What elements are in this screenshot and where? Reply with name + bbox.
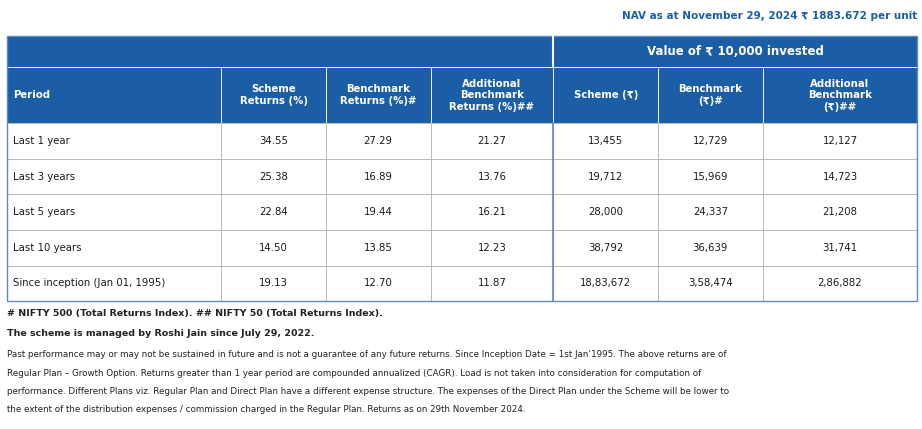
Text: 12,729: 12,729: [692, 136, 728, 146]
Bar: [221, 194, 325, 230]
Text: 15,969: 15,969: [692, 172, 728, 181]
Text: the extent of the distribution expenses / commission charged in the Regular Plan: the extent of the distribution expenses …: [7, 405, 526, 414]
Bar: [553, 230, 658, 266]
Bar: [431, 159, 553, 194]
Text: NAV as at November 29, 2024 ₹ 1883.672 per unit: NAV as at November 29, 2024 ₹ 1883.672 p…: [622, 11, 917, 21]
Text: # NIFTY 500 (Total Returns Index). ## NIFTY 50 (Total Returns Index).: # NIFTY 500 (Total Returns Index). ## NI…: [7, 309, 384, 318]
Text: Last 10 years: Last 10 years: [13, 243, 81, 253]
Text: Scheme
Returns (%): Scheme Returns (%): [240, 85, 308, 106]
Bar: [658, 67, 762, 123]
Text: 19.13: 19.13: [259, 278, 288, 288]
Bar: [221, 67, 325, 123]
Bar: [658, 194, 762, 230]
Bar: [325, 123, 431, 159]
Bar: [553, 194, 658, 230]
Text: 16.21: 16.21: [478, 207, 506, 217]
Text: 25.38: 25.38: [259, 172, 288, 181]
Text: 24,337: 24,337: [692, 207, 728, 217]
Bar: [7, 67, 221, 123]
Bar: [553, 266, 658, 301]
Text: 12.23: 12.23: [478, 243, 506, 253]
Bar: [325, 194, 431, 230]
Bar: [431, 266, 553, 301]
Text: 19.44: 19.44: [364, 207, 393, 217]
Text: 31,741: 31,741: [822, 243, 857, 253]
Bar: [553, 67, 658, 123]
Bar: [221, 230, 325, 266]
Bar: [762, 230, 917, 266]
Text: Benchmark
Returns (%)#: Benchmark Returns (%)#: [340, 85, 417, 106]
Text: performance. Different Plans viz. Regular Plan and Direct Plan have a different : performance. Different Plans viz. Regula…: [7, 387, 729, 396]
Text: 13,455: 13,455: [588, 136, 623, 146]
Bar: [658, 159, 762, 194]
Text: 18,83,672: 18,83,672: [580, 278, 632, 288]
Text: Value of ₹ 10,000 invested: Value of ₹ 10,000 invested: [647, 45, 824, 58]
Bar: [553, 36, 917, 67]
Bar: [7, 194, 221, 230]
Bar: [553, 159, 658, 194]
Text: 28,000: 28,000: [588, 207, 623, 217]
Text: 22.84: 22.84: [259, 207, 288, 217]
Bar: [221, 123, 325, 159]
Text: 16.89: 16.89: [363, 172, 393, 181]
Bar: [431, 67, 553, 123]
Text: 3,58,474: 3,58,474: [688, 278, 733, 288]
Text: Last 5 years: Last 5 years: [13, 207, 76, 217]
Text: 14.50: 14.50: [259, 243, 288, 253]
Bar: [7, 123, 221, 159]
Bar: [762, 266, 917, 301]
Text: 21,208: 21,208: [822, 207, 857, 217]
Bar: [762, 194, 917, 230]
Bar: [431, 123, 553, 159]
Bar: [325, 159, 431, 194]
Text: Past performance may or may not be sustained in future and is not a guarantee of: Past performance may or may not be susta…: [7, 350, 727, 359]
Text: 13.85: 13.85: [364, 243, 393, 253]
Bar: [7, 36, 553, 67]
Bar: [762, 67, 917, 123]
Text: Last 3 years: Last 3 years: [13, 172, 75, 181]
Text: 38,792: 38,792: [588, 243, 623, 253]
Text: Regular Plan – Growth Option. Returns greater than 1 year period are compounded : Regular Plan – Growth Option. Returns gr…: [7, 369, 702, 378]
Text: 34.55: 34.55: [259, 136, 288, 146]
Bar: [658, 230, 762, 266]
Text: 19,712: 19,712: [588, 172, 623, 181]
Text: 36,639: 36,639: [692, 243, 728, 253]
Text: 13.76: 13.76: [478, 172, 506, 181]
Text: Period: Period: [13, 90, 50, 100]
Bar: [325, 266, 431, 301]
Text: 21.27: 21.27: [478, 136, 506, 146]
Text: Benchmark
(₹)#: Benchmark (₹)#: [679, 85, 742, 106]
Text: 12,127: 12,127: [822, 136, 857, 146]
Bar: [325, 230, 431, 266]
Bar: [553, 123, 658, 159]
Text: 14,723: 14,723: [822, 172, 857, 181]
Bar: [7, 159, 221, 194]
Text: 12.70: 12.70: [364, 278, 393, 288]
Bar: [431, 194, 553, 230]
Bar: [762, 159, 917, 194]
Text: The scheme is managed by Roshi Jain since July 29, 2022.: The scheme is managed by Roshi Jain sinc…: [7, 329, 315, 338]
Bar: [431, 230, 553, 266]
Text: 11.87: 11.87: [478, 278, 506, 288]
Bar: [221, 159, 325, 194]
Bar: [658, 266, 762, 301]
Bar: [221, 266, 325, 301]
Text: Since inception (Jan 01, 1995): Since inception (Jan 01, 1995): [13, 278, 165, 288]
Text: 27.29: 27.29: [363, 136, 393, 146]
Bar: [762, 123, 917, 159]
Bar: [7, 36, 917, 301]
Text: Last 1 year: Last 1 year: [13, 136, 70, 146]
Bar: [7, 266, 221, 301]
Bar: [658, 123, 762, 159]
Text: Additional
Benchmark
Returns (%)##: Additional Benchmark Returns (%)##: [449, 79, 535, 112]
Bar: [7, 230, 221, 266]
Text: Scheme (₹): Scheme (₹): [573, 90, 638, 100]
Bar: [325, 67, 431, 123]
Text: Additional
Benchmark
(₹)##: Additional Benchmark (₹)##: [808, 79, 872, 112]
Text: 2,86,882: 2,86,882: [818, 278, 862, 288]
